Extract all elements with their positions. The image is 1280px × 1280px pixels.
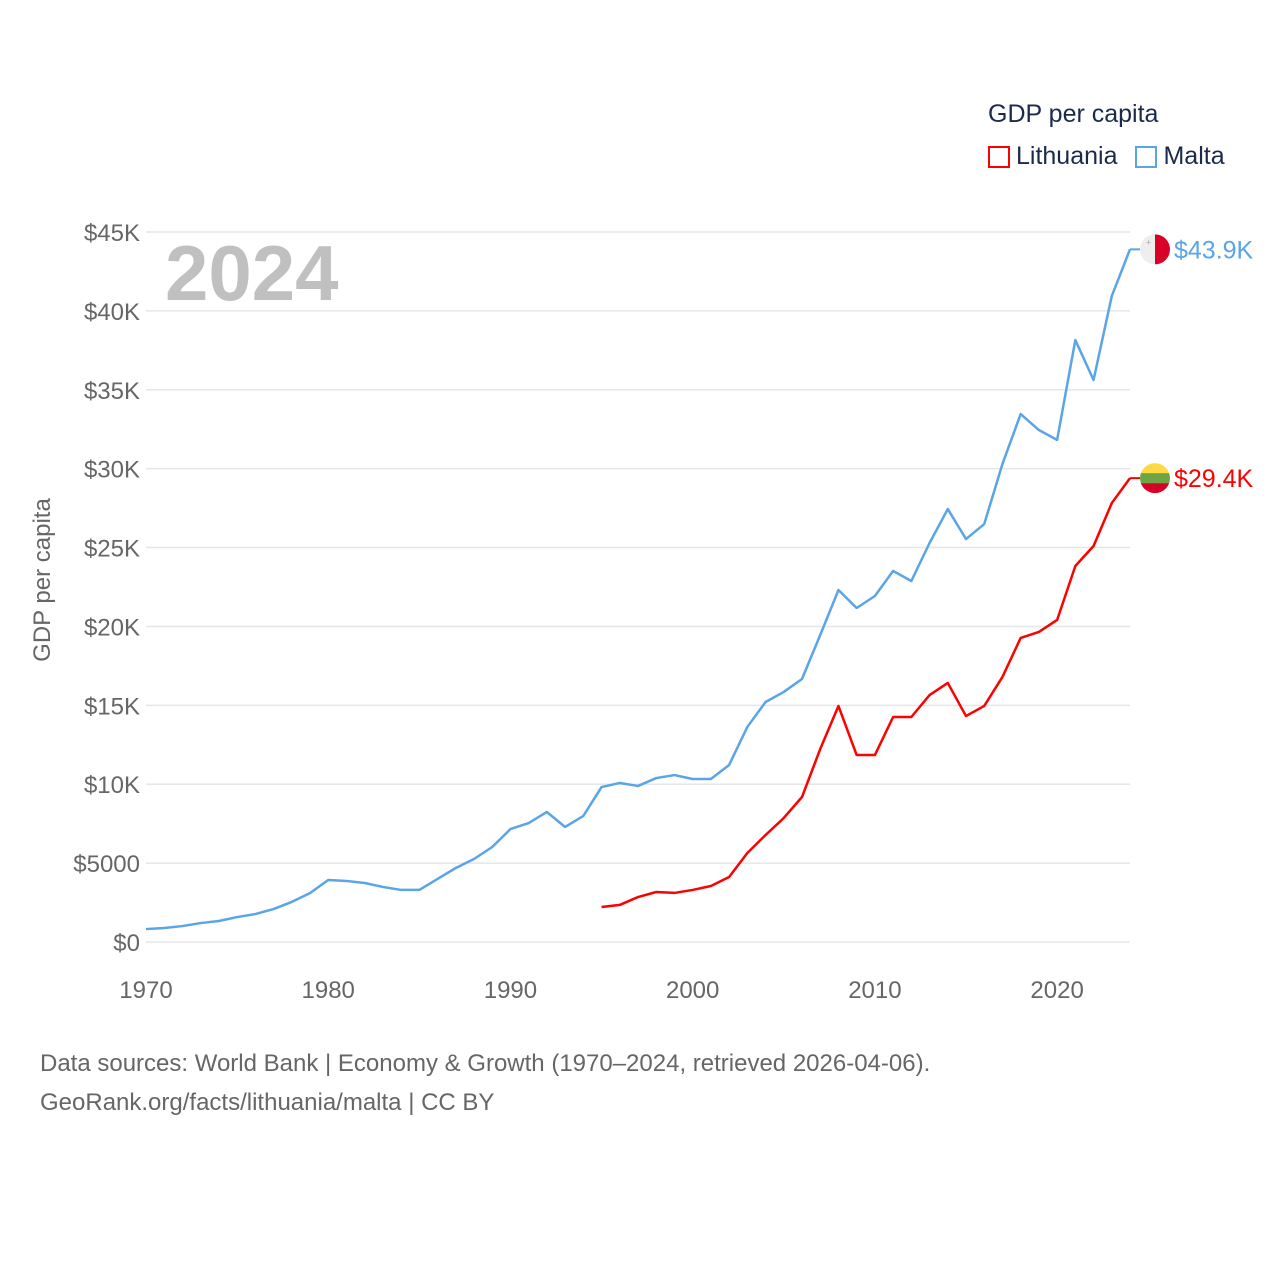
series-line-malta[interactable]: [145, 248, 1132, 931]
x-tick-label: 2010: [848, 977, 901, 1004]
legend: Lithuania Malta: [988, 142, 1243, 171]
footer: Data sources: World Bank | Economy & Gro…: [40, 1044, 930, 1122]
y-tick-label: $15K: [84, 693, 140, 720]
legend-label: Lithuania: [1016, 142, 1118, 170]
y-tick-label: $10K: [84, 772, 140, 799]
footer-sources: Data sources: World Bank | Economy & Gro…: [40, 1050, 931, 1077]
end-value-label: $43.9K: [1174, 236, 1254, 264]
x-tick-label: 2000: [666, 977, 719, 1004]
y-tick-label: $5000: [73, 851, 140, 878]
legend-item-lithuania[interactable]: Lithuania: [988, 142, 1117, 171]
year-label: 2024: [165, 229, 339, 317]
legend-title: GDP per capita: [988, 100, 1159, 128]
x-tick-label: 2020: [1030, 977, 1083, 1004]
x-tick-label: 1990: [484, 977, 537, 1004]
end-value-label: $29.4K: [1174, 465, 1254, 493]
y-tick-label: $30K: [84, 457, 140, 484]
lithuania-flag-icon: [1140, 463, 1170, 494]
y-tick-label: $45K: [84, 220, 140, 247]
legend-swatch-malta: [1135, 145, 1158, 168]
y-tick-label: $40K: [84, 299, 140, 326]
y-axis-label: GDP per capita: [29, 498, 56, 662]
y-tick-label: $0: [113, 930, 140, 957]
svg-text:+: +: [1146, 237, 1151, 247]
x-tick-label: 1970: [119, 977, 172, 1004]
legend-label: Malta: [1163, 142, 1225, 170]
footer-link[interactable]: GeoRank.org/facts/lithuania/malta | CC B…: [40, 1089, 495, 1116]
y-tick-label: $20K: [84, 614, 140, 641]
legend-item-malta[interactable]: Malta: [1135, 142, 1225, 171]
malta-flag-icon: +: [1140, 234, 1170, 265]
y-tick-label: $25K: [84, 536, 140, 563]
x-tick-label: 1980: [302, 977, 355, 1004]
series-line-lithuania[interactable]: [601, 477, 1132, 909]
legend-swatch-lithuania: [988, 145, 1010, 168]
y-tick-label: $35K: [84, 378, 140, 405]
